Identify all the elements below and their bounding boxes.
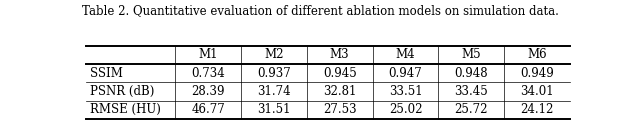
Text: 31.74: 31.74: [257, 85, 291, 98]
Text: M1: M1: [198, 48, 218, 61]
Text: 32.81: 32.81: [323, 85, 356, 98]
Text: M5: M5: [461, 48, 481, 61]
Text: 0.947: 0.947: [388, 67, 422, 80]
Text: 28.39: 28.39: [191, 85, 225, 98]
Text: RMSE (HU): RMSE (HU): [90, 103, 161, 116]
Text: 27.53: 27.53: [323, 103, 356, 116]
Text: 34.01: 34.01: [520, 85, 554, 98]
Text: PSNR (dB): PSNR (dB): [90, 85, 154, 98]
Text: M2: M2: [264, 48, 284, 61]
Text: SSIM: SSIM: [90, 67, 123, 80]
Text: 0.945: 0.945: [323, 67, 356, 80]
Text: 24.12: 24.12: [520, 103, 554, 116]
Text: M4: M4: [396, 48, 415, 61]
Text: 46.77: 46.77: [191, 103, 225, 116]
Text: 33.51: 33.51: [388, 85, 422, 98]
Text: Table 2. Quantitative evaluation of different ablation models on simulation data: Table 2. Quantitative evaluation of diff…: [81, 4, 559, 17]
Text: 25.02: 25.02: [388, 103, 422, 116]
Text: 0.948: 0.948: [454, 67, 488, 80]
Text: 31.51: 31.51: [257, 103, 291, 116]
Text: M6: M6: [527, 48, 547, 61]
Text: 0.734: 0.734: [191, 67, 225, 80]
Text: 0.949: 0.949: [520, 67, 554, 80]
Text: 25.72: 25.72: [454, 103, 488, 116]
Text: 33.45: 33.45: [454, 85, 488, 98]
Text: 0.937: 0.937: [257, 67, 291, 80]
Text: M3: M3: [330, 48, 349, 61]
